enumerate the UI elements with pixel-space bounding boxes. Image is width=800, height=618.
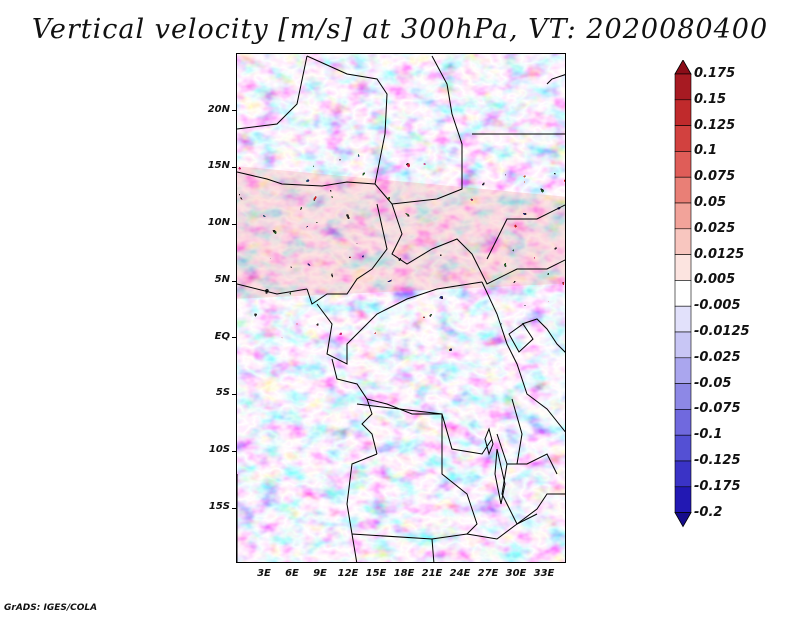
colorbar-swatch: [674, 486, 692, 513]
colorbar-level-label: 0.0125: [694, 246, 745, 262]
lat-tick: [232, 110, 236, 111]
colorbar-swatch: [674, 176, 692, 204]
colorbar-level-label: -0.005: [694, 298, 741, 314]
colorbar-level-label: 0.15: [694, 91, 727, 107]
lat-tick: [232, 224, 236, 225]
lat-tick: [232, 508, 236, 509]
colorbar-swatch: [674, 254, 692, 281]
colorbar-level-label: 0.175: [694, 66, 736, 81]
velocity-map: [236, 53, 566, 563]
colorbar-level-label: 0.075: [694, 169, 736, 185]
footer-credit: GrADS: IGES/COLA: [4, 603, 98, 613]
lon-label-24e: 24E: [449, 568, 471, 579]
colorbar-level-label: -0.0125: [694, 324, 750, 339]
colorbar-level-label: 0.005: [694, 272, 736, 288]
colorbar-level-label: -0.125: [694, 453, 741, 468]
colorbar-level-label: 0.025: [694, 220, 736, 236]
lon-label-3e: 3E: [257, 568, 271, 579]
lat-label-20n: 20N: [207, 104, 230, 115]
colorbar-level-label: 0.1: [694, 143, 718, 159]
colorbar-swatch: [674, 125, 692, 152]
colorbar: [674, 60, 692, 528]
lat-label-15s: 15S: [208, 501, 230, 512]
colorbar-level-label: 0.05: [694, 195, 727, 210]
lon-label-6e: 6E: [285, 568, 299, 579]
colorbar-level-label: -0.075: [694, 401, 741, 417]
velocity-field-map: [237, 54, 565, 562]
chart-title: Vertical velocity [m/s] at 300hPa, VT: 2…: [31, 14, 769, 45]
colorbar-bottom-arrow: [674, 512, 692, 528]
lon-label-27e: 27E: [477, 568, 499, 579]
colorbar-swatch: [674, 228, 692, 255]
colorbar-level-label: -0.1: [694, 427, 723, 443]
colorbar-swatch: [674, 73, 692, 101]
lat-tick: [232, 167, 236, 168]
colorbar-swatch: [674, 305, 692, 333]
lat-label-eq: EQ: [214, 331, 230, 342]
colorbar-swatch: [674, 434, 692, 462]
colorbar-swatch: [674, 331, 692, 359]
lat-label-5n: 5N: [214, 274, 230, 285]
lat-label-10n: 10N: [207, 217, 230, 228]
lon-label-18e: 18E: [393, 568, 415, 579]
lat-tick: [232, 337, 236, 338]
lon-label-12e: 12E: [337, 568, 359, 579]
lon-label-30e: 30E: [505, 568, 527, 579]
lon-label-15e: 15E: [365, 568, 387, 579]
colorbar-level-label: 0.125: [694, 117, 736, 133]
lakes: [484, 323, 534, 505]
lat-tick: [232, 281, 236, 282]
colorbar-swatch: [674, 357, 692, 384]
lon-label-33e: 33E: [533, 568, 555, 579]
colorbar-swatch: [674, 151, 692, 178]
colorbar-swatch: [674, 383, 692, 410]
colorbar-level-label: -0.05: [694, 375, 732, 391]
colorbar-top-arrow: [674, 60, 692, 75]
colorbar-swatch: [674, 280, 692, 307]
lat-label-10s: 10S: [208, 444, 230, 455]
lat-label-5s: 5S: [215, 387, 230, 398]
colorbar-swatch: [674, 409, 692, 436]
country-borders: [237, 55, 565, 562]
lon-label-21e: 21E: [421, 568, 443, 579]
lon-label-9e: 9E: [313, 568, 327, 579]
lat-tick: [232, 394, 236, 395]
lat-tick: [232, 451, 236, 452]
colorbar-level-label: -0.175: [694, 478, 741, 494]
colorbar-swatch: [674, 99, 692, 126]
colorbar-swatch: [674, 202, 692, 230]
lat-label-15n: 15N: [207, 160, 230, 171]
colorbar-swatch: [674, 460, 692, 488]
colorbar-level-label: -0.2: [694, 504, 723, 520]
colorbar-level-label: -0.025: [694, 349, 741, 365]
